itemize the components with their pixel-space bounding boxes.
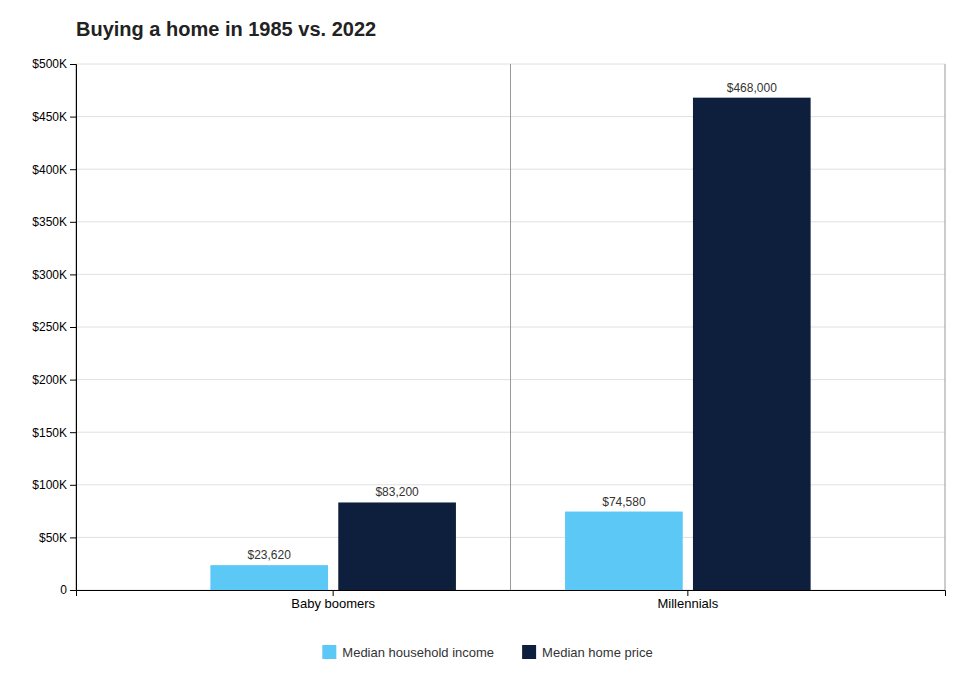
x-tick-mark <box>333 590 334 596</box>
bar <box>338 502 456 590</box>
legend-label: Median household income <box>342 645 494 660</box>
separator <box>945 64 946 590</box>
x-tick-mark <box>687 590 688 596</box>
bar <box>693 98 811 590</box>
x-tick-label: Baby boomers <box>291 596 375 611</box>
data-label: $468,000 <box>727 81 777 95</box>
y-tick-mark <box>70 537 76 538</box>
y-tick-label: $400K <box>32 163 67 177</box>
y-tick-mark <box>70 590 76 591</box>
y-tick-mark <box>70 117 76 118</box>
bars <box>210 98 810 590</box>
y-tick-label: 0 <box>60 583 67 597</box>
y-tick-label: $50K <box>39 531 67 545</box>
y-tick: $500K <box>32 57 76 71</box>
y-tick-label: $350K <box>32 215 67 229</box>
y-axis: 0 $50K $100K $150K $200K $250K $300K $350K $400K… <box>32 57 76 597</box>
y-tick-mark <box>70 327 76 328</box>
y-tick-label: $500K <box>32 57 67 71</box>
y-tick: $200K <box>32 373 76 387</box>
y-tick: $150K <box>32 426 76 440</box>
data-labels: $23,620 $74,580 $83,200 $468,000 <box>248 81 778 562</box>
y-tick-label: $100K <box>32 478 67 492</box>
y-tick: $250K <box>32 320 76 334</box>
y-tick: $100K <box>32 478 76 492</box>
y-tick-label: $250K <box>32 320 67 334</box>
plot: $23,620 $74,580 $83,200 $468,000 0 $50K $100K $… <box>32 57 945 611</box>
legend-item: Median household income <box>322 645 494 660</box>
y-tick-label: $450K <box>32 110 67 124</box>
grid <box>76 64 945 590</box>
x-axis-line <box>77 591 946 597</box>
legend-swatch <box>522 645 536 659</box>
title: Buying a home in 1985 vs. 2022 <box>76 18 376 40</box>
separators <box>76 64 945 590</box>
chart: $23,620 $74,580 $83,200 $468,000 0 $50K $100K $… <box>0 0 975 686</box>
y-tick-mark <box>70 380 76 381</box>
y-tick-label: $150K <box>32 426 67 440</box>
legend-item: Median home price <box>522 645 653 660</box>
y-tick: 0 <box>60 583 76 597</box>
y-tick-label: $200K <box>32 373 67 387</box>
y-tick: $400K <box>32 163 76 177</box>
legend-label: Median home price <box>542 645 653 660</box>
bar <box>210 565 328 590</box>
x-axis: Baby boomers Millennials <box>77 590 946 611</box>
x-tick: Millennials <box>657 590 718 611</box>
y-tick-mark <box>70 485 76 486</box>
y-tick-mark <box>70 64 76 65</box>
y-tick-mark <box>70 432 76 433</box>
y-axis-line <box>70 65 77 591</box>
y-tick-mark <box>70 169 76 170</box>
y-tick: $300K <box>32 268 76 282</box>
y-tick-mark <box>70 222 76 223</box>
data-label: $74,580 <box>602 495 646 509</box>
legend: Median household income Median home price <box>322 645 652 660</box>
y-tick-mark <box>70 274 76 275</box>
data-label: $83,200 <box>375 485 419 499</box>
data-label: $23,620 <box>248 548 292 562</box>
bar <box>565 512 683 590</box>
x-tick: Baby boomers <box>291 590 375 611</box>
separator <box>510 64 511 590</box>
x-tick-label: Millennials <box>657 596 718 611</box>
y-tick: $450K <box>32 110 76 124</box>
legend-swatch <box>322 645 336 659</box>
y-tick: $50K <box>39 531 76 545</box>
y-tick-label: $300K <box>32 268 67 282</box>
y-tick: $350K <box>32 215 76 229</box>
